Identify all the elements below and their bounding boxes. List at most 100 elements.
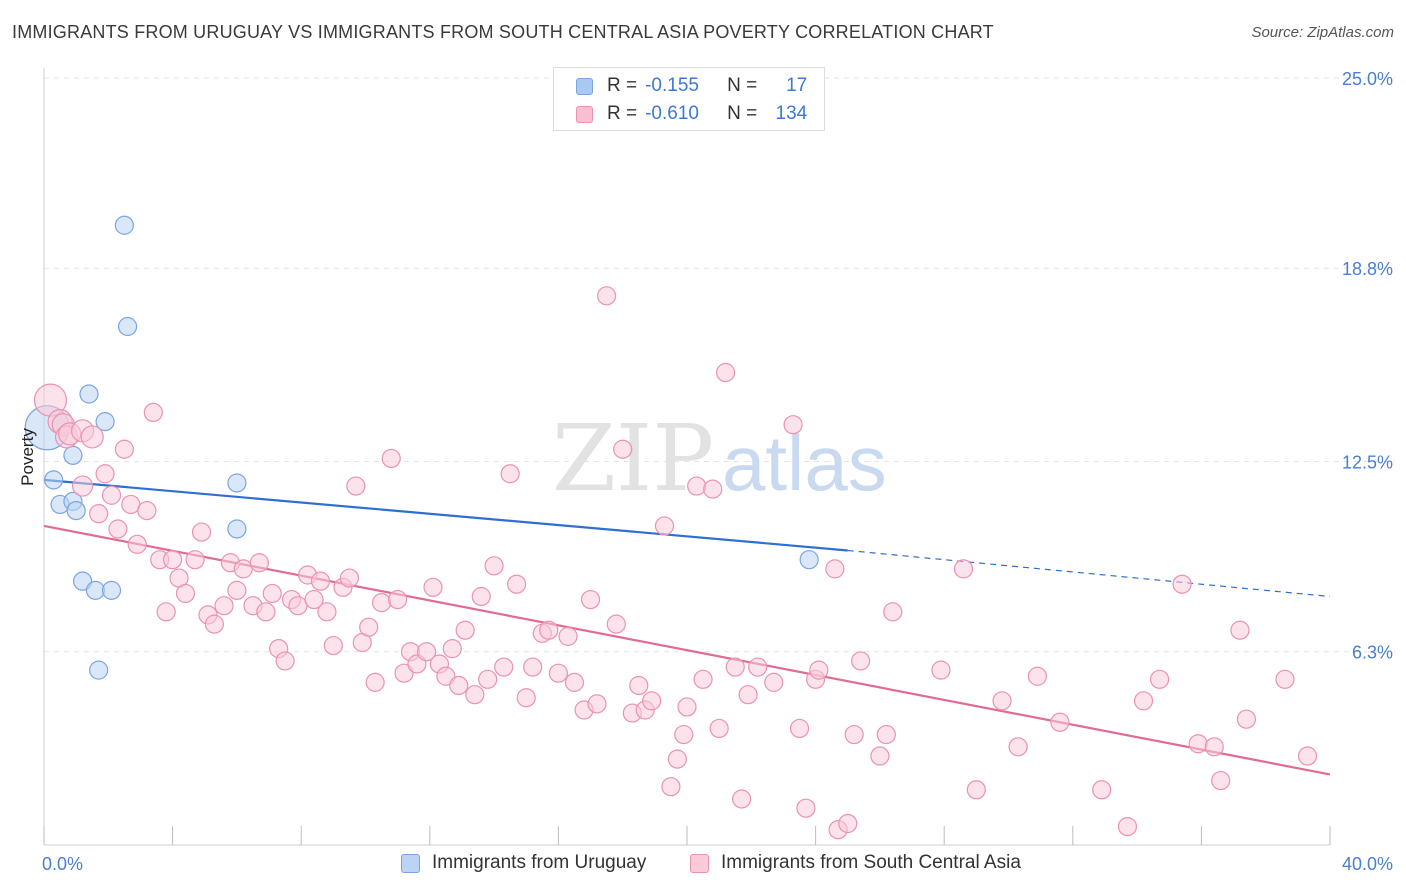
series-legend-south-central-asia: Immigrants from South Central Asia [690,852,1021,874]
point-uruguay [79,384,99,404]
point-south-central-asia [288,596,308,616]
point-south-central-asia [796,798,816,818]
point-south-central-asia [304,589,324,610]
point-south-central-asia [876,724,896,745]
point-south-central-asia [478,669,498,689]
point-south-central-asia [163,550,183,570]
point-south-central-asia [587,694,607,714]
point-south-central-asia [809,660,829,680]
point-south-central-asia [214,596,234,616]
point-south-central-asia [580,589,601,610]
point-south-central-asia [687,476,707,496]
axes [43,68,1331,846]
legend-n-value: 17 [786,75,808,96]
point-south-central-asia [715,362,736,383]
point-south-central-asia [346,476,366,496]
legend-row-south-central-asia: R = -0.610 N = 134 [576,102,807,126]
point-south-central-asia [204,614,224,634]
tick-labels: 6.3% 12.5% 18.8% 25.0% 0.0% 40.0% [42,69,1393,874]
point-uruguay [114,215,134,235]
series-legend: Immigrants from Uruguay Immigrants from … [0,852,1406,878]
point-south-central-asia [709,718,729,739]
point-south-central-asia [80,425,104,449]
point-south-central-asia [233,559,253,579]
point-south-central-asia [844,724,864,745]
watermark-zip: ZIP [552,405,714,512]
point-south-central-asia [89,504,109,524]
point-south-central-asia [606,614,626,634]
y-tick-label: 18.8% [1342,259,1393,279]
point-uruguay [227,473,247,493]
point-uruguay [95,412,115,432]
point-south-central-asia [310,571,331,591]
point-south-central-asia [1297,746,1318,766]
point-south-central-asia [539,620,559,640]
point-south-central-asia [693,669,713,689]
correlation-legend: R = -0.155 N = 17 R = -0.610 N = 134 [553,67,825,131]
point-south-central-asia [449,675,469,696]
point-uruguay [117,316,138,337]
point-south-central-asia [423,577,443,597]
point-south-central-asia [677,697,697,717]
point-south-central-asia [1150,669,1170,689]
point-south-central-asia [667,749,687,769]
point-south-central-asia [1236,709,1257,729]
point-uruguay [66,500,86,521]
point-uruguay [227,519,247,539]
point-south-central-asia [548,663,569,683]
point-south-central-asia [732,789,752,809]
point-south-central-asia [275,651,295,671]
point-uruguay [44,470,64,490]
point-south-central-asia [465,685,485,705]
point-south-central-asia [1172,574,1192,594]
point-uruguay [799,550,819,570]
point-south-central-asia [114,439,134,459]
point-south-central-asia [1133,691,1154,711]
point-south-central-asia [516,688,536,708]
point-uruguay [85,580,106,600]
point-south-central-asia [262,583,282,604]
point-south-central-asia [789,718,810,739]
point-south-central-asia [185,550,205,570]
point-south-central-asia [725,657,745,677]
source-credit: Source: ZipAtlas.com [1251,24,1394,41]
series-label-uruguay: Immigrants from Uruguay [432,852,647,873]
legend-n-label: N = [727,103,758,124]
point-south-central-asia [101,485,122,505]
point-uruguay [89,660,109,680]
chart-title: IMMIGRANTS FROM URUGUAY VS IMMIGRANTS FR… [12,22,994,42]
point-south-central-asia [764,672,784,692]
point-south-central-asia [95,464,115,484]
point-south-central-asia [121,494,141,515]
point-south-central-asia [1230,620,1250,640]
point-south-central-asia [674,724,694,745]
point-south-central-asia [484,556,504,576]
legend-n-value: 134 [775,103,808,124]
point-south-central-asia [500,464,520,484]
point-south-central-asia [1188,734,1208,754]
series-legend-uruguay: Immigrants from Uruguay [401,852,646,874]
point-south-central-asia [642,691,662,711]
point-south-central-asia [323,635,343,656]
zipatlas-watermark: ZIP atlas [552,405,887,512]
point-south-central-asia [127,534,147,554]
legend-row-uruguay: R = -0.155 N = 17 [576,74,807,98]
point-south-central-asia [654,516,675,536]
point-south-central-asia [1117,816,1138,837]
point-south-central-asia [870,746,890,766]
y-tick-label: 25.0% [1342,69,1393,89]
point-south-central-asia [339,568,360,588]
legend-n-label: N = [727,75,758,96]
legend-r-label: R = [607,75,638,96]
point-south-central-asia [966,780,986,800]
point-south-central-asia [613,439,633,459]
trend-line-uruguay [43,478,848,552]
y-tick-label: 6.3% [1352,643,1393,663]
point-south-central-asia [1008,737,1028,757]
point-south-central-asia [825,559,845,579]
point-south-central-asia [507,574,527,594]
legend-swatch-south-central-asia [576,105,593,123]
point-south-central-asia [703,479,723,499]
point-uruguay [63,445,83,465]
